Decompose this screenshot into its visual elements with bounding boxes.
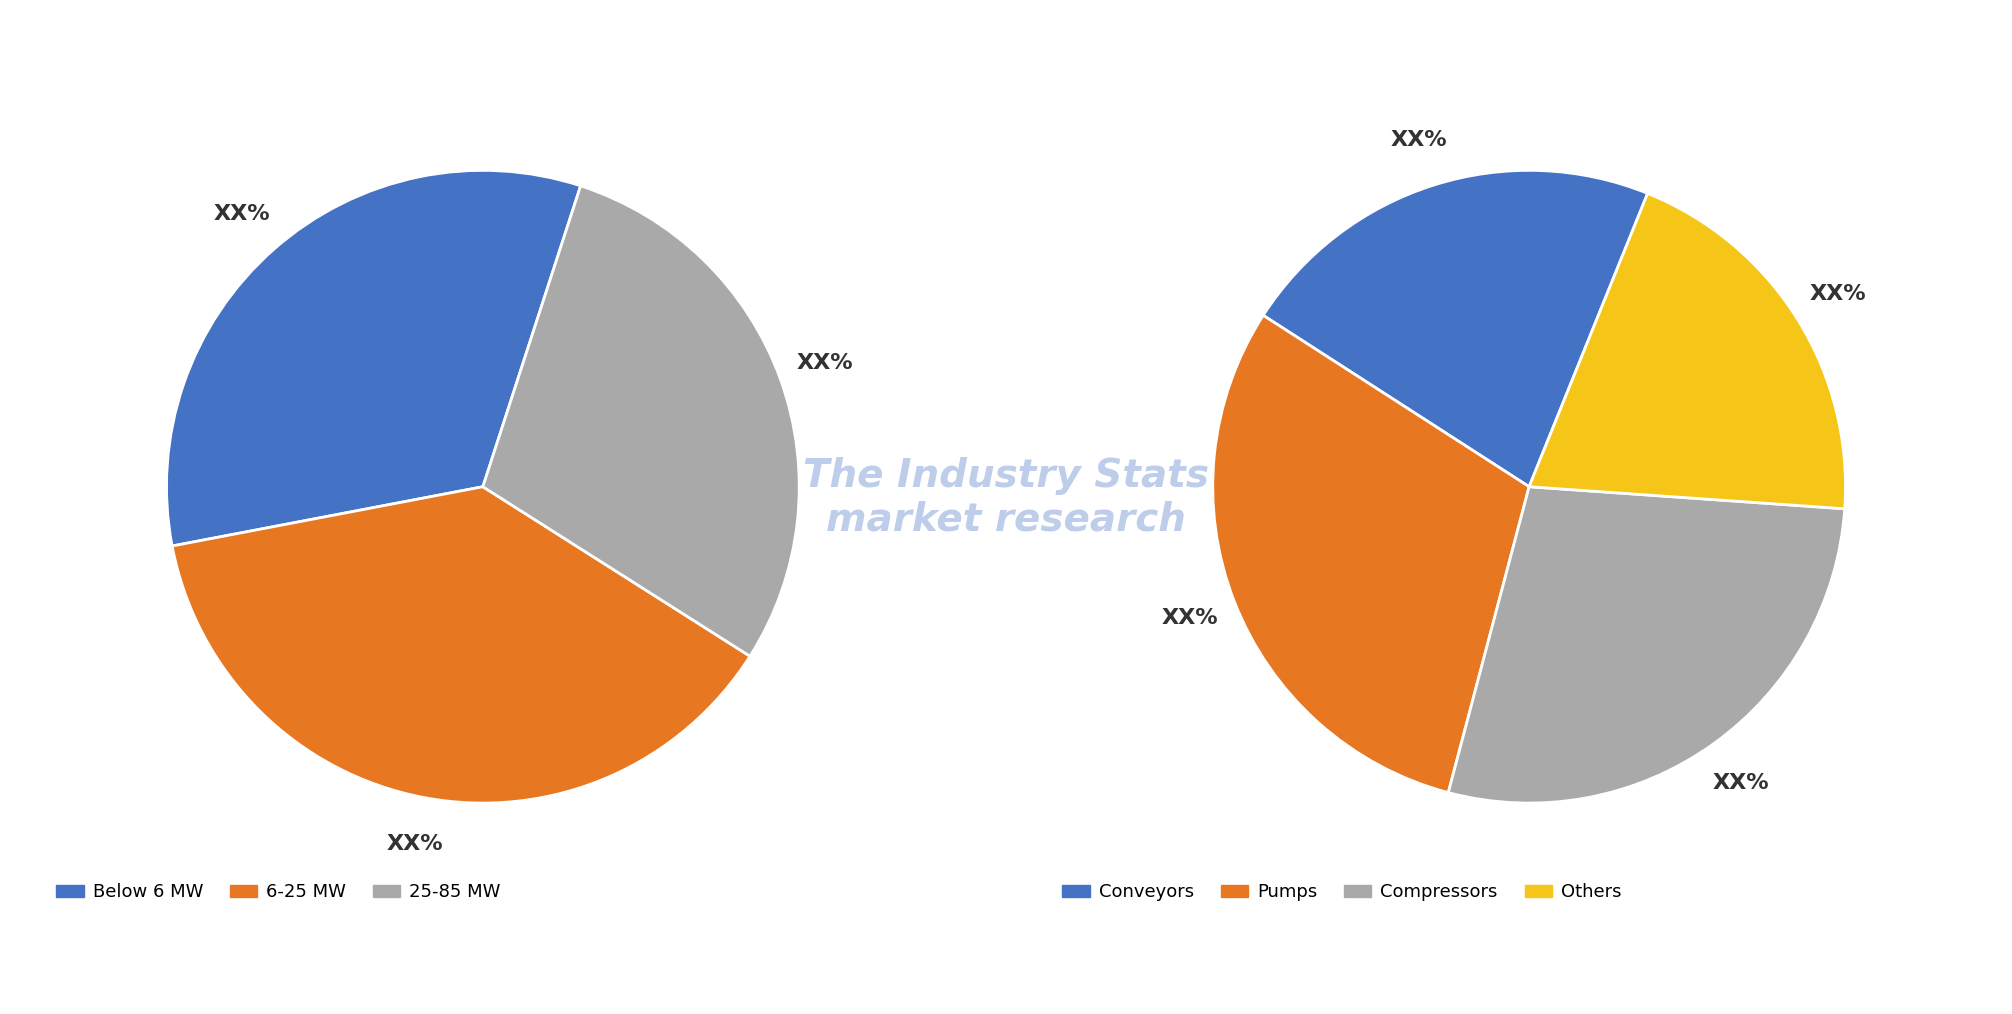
Wedge shape [167,170,581,546]
Legend: Conveyors, Pumps, Compressors, Others: Conveyors, Pumps, Compressors, Others [1054,876,1628,909]
Text: Email: sales@theindustrystats.com: Email: sales@theindustrystats.com [829,967,1183,985]
Text: XX%: XX% [386,835,443,854]
Wedge shape [1213,315,1529,793]
Text: XX%: XX% [1712,773,1769,793]
Wedge shape [1529,194,1845,509]
Text: XX%: XX% [213,204,270,224]
Wedge shape [1449,487,1845,803]
Wedge shape [483,186,799,656]
Text: Source: Theindustrystats Analysis: Source: Theindustrystats Analysis [20,967,366,985]
Wedge shape [1264,170,1648,487]
Text: Fig. Global Medium-voltage Inverters Market Share by Product Types & Application: Fig. Global Medium-voltage Inverters Mar… [20,37,1163,64]
Text: The Industry Stats
market research: The Industry Stats market research [803,456,1209,538]
Text: Website: www.theindustrystats.com: Website: www.theindustrystats.com [1624,967,1992,985]
Text: XX%: XX% [1809,284,1865,304]
Text: XX%: XX% [797,354,853,373]
Text: XX%: XX% [1161,608,1217,629]
Wedge shape [173,487,750,803]
Text: XX%: XX% [1390,130,1447,150]
